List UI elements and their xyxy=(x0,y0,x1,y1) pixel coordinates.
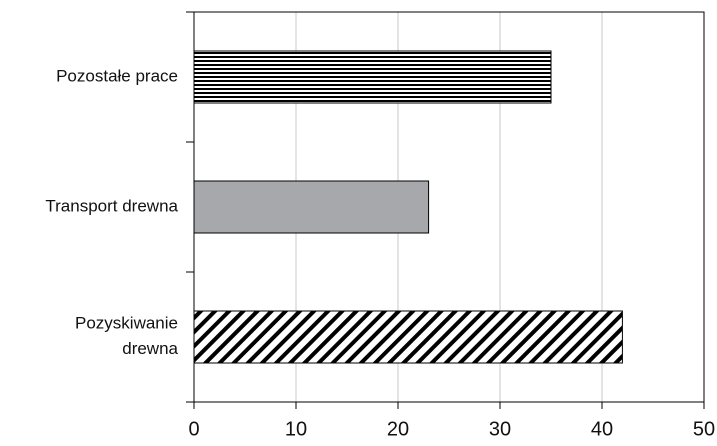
bar xyxy=(193,180,430,234)
y-tick-label: Pozostałe prace xyxy=(56,66,178,85)
x-tick-label: 10 xyxy=(285,418,307,440)
x-tick-label: 0 xyxy=(188,418,199,440)
x-tick-label: 20 xyxy=(387,418,409,440)
x-tick-label: 50 xyxy=(693,418,715,440)
y-tick-label: Transport drewna xyxy=(45,196,178,215)
bar xyxy=(193,310,623,364)
y-tick-label: Pozyskiwanie drewna xyxy=(75,314,179,359)
x-tick-label: 40 xyxy=(591,418,613,440)
x-tick-label: 30 xyxy=(489,418,511,440)
bar xyxy=(193,50,552,104)
